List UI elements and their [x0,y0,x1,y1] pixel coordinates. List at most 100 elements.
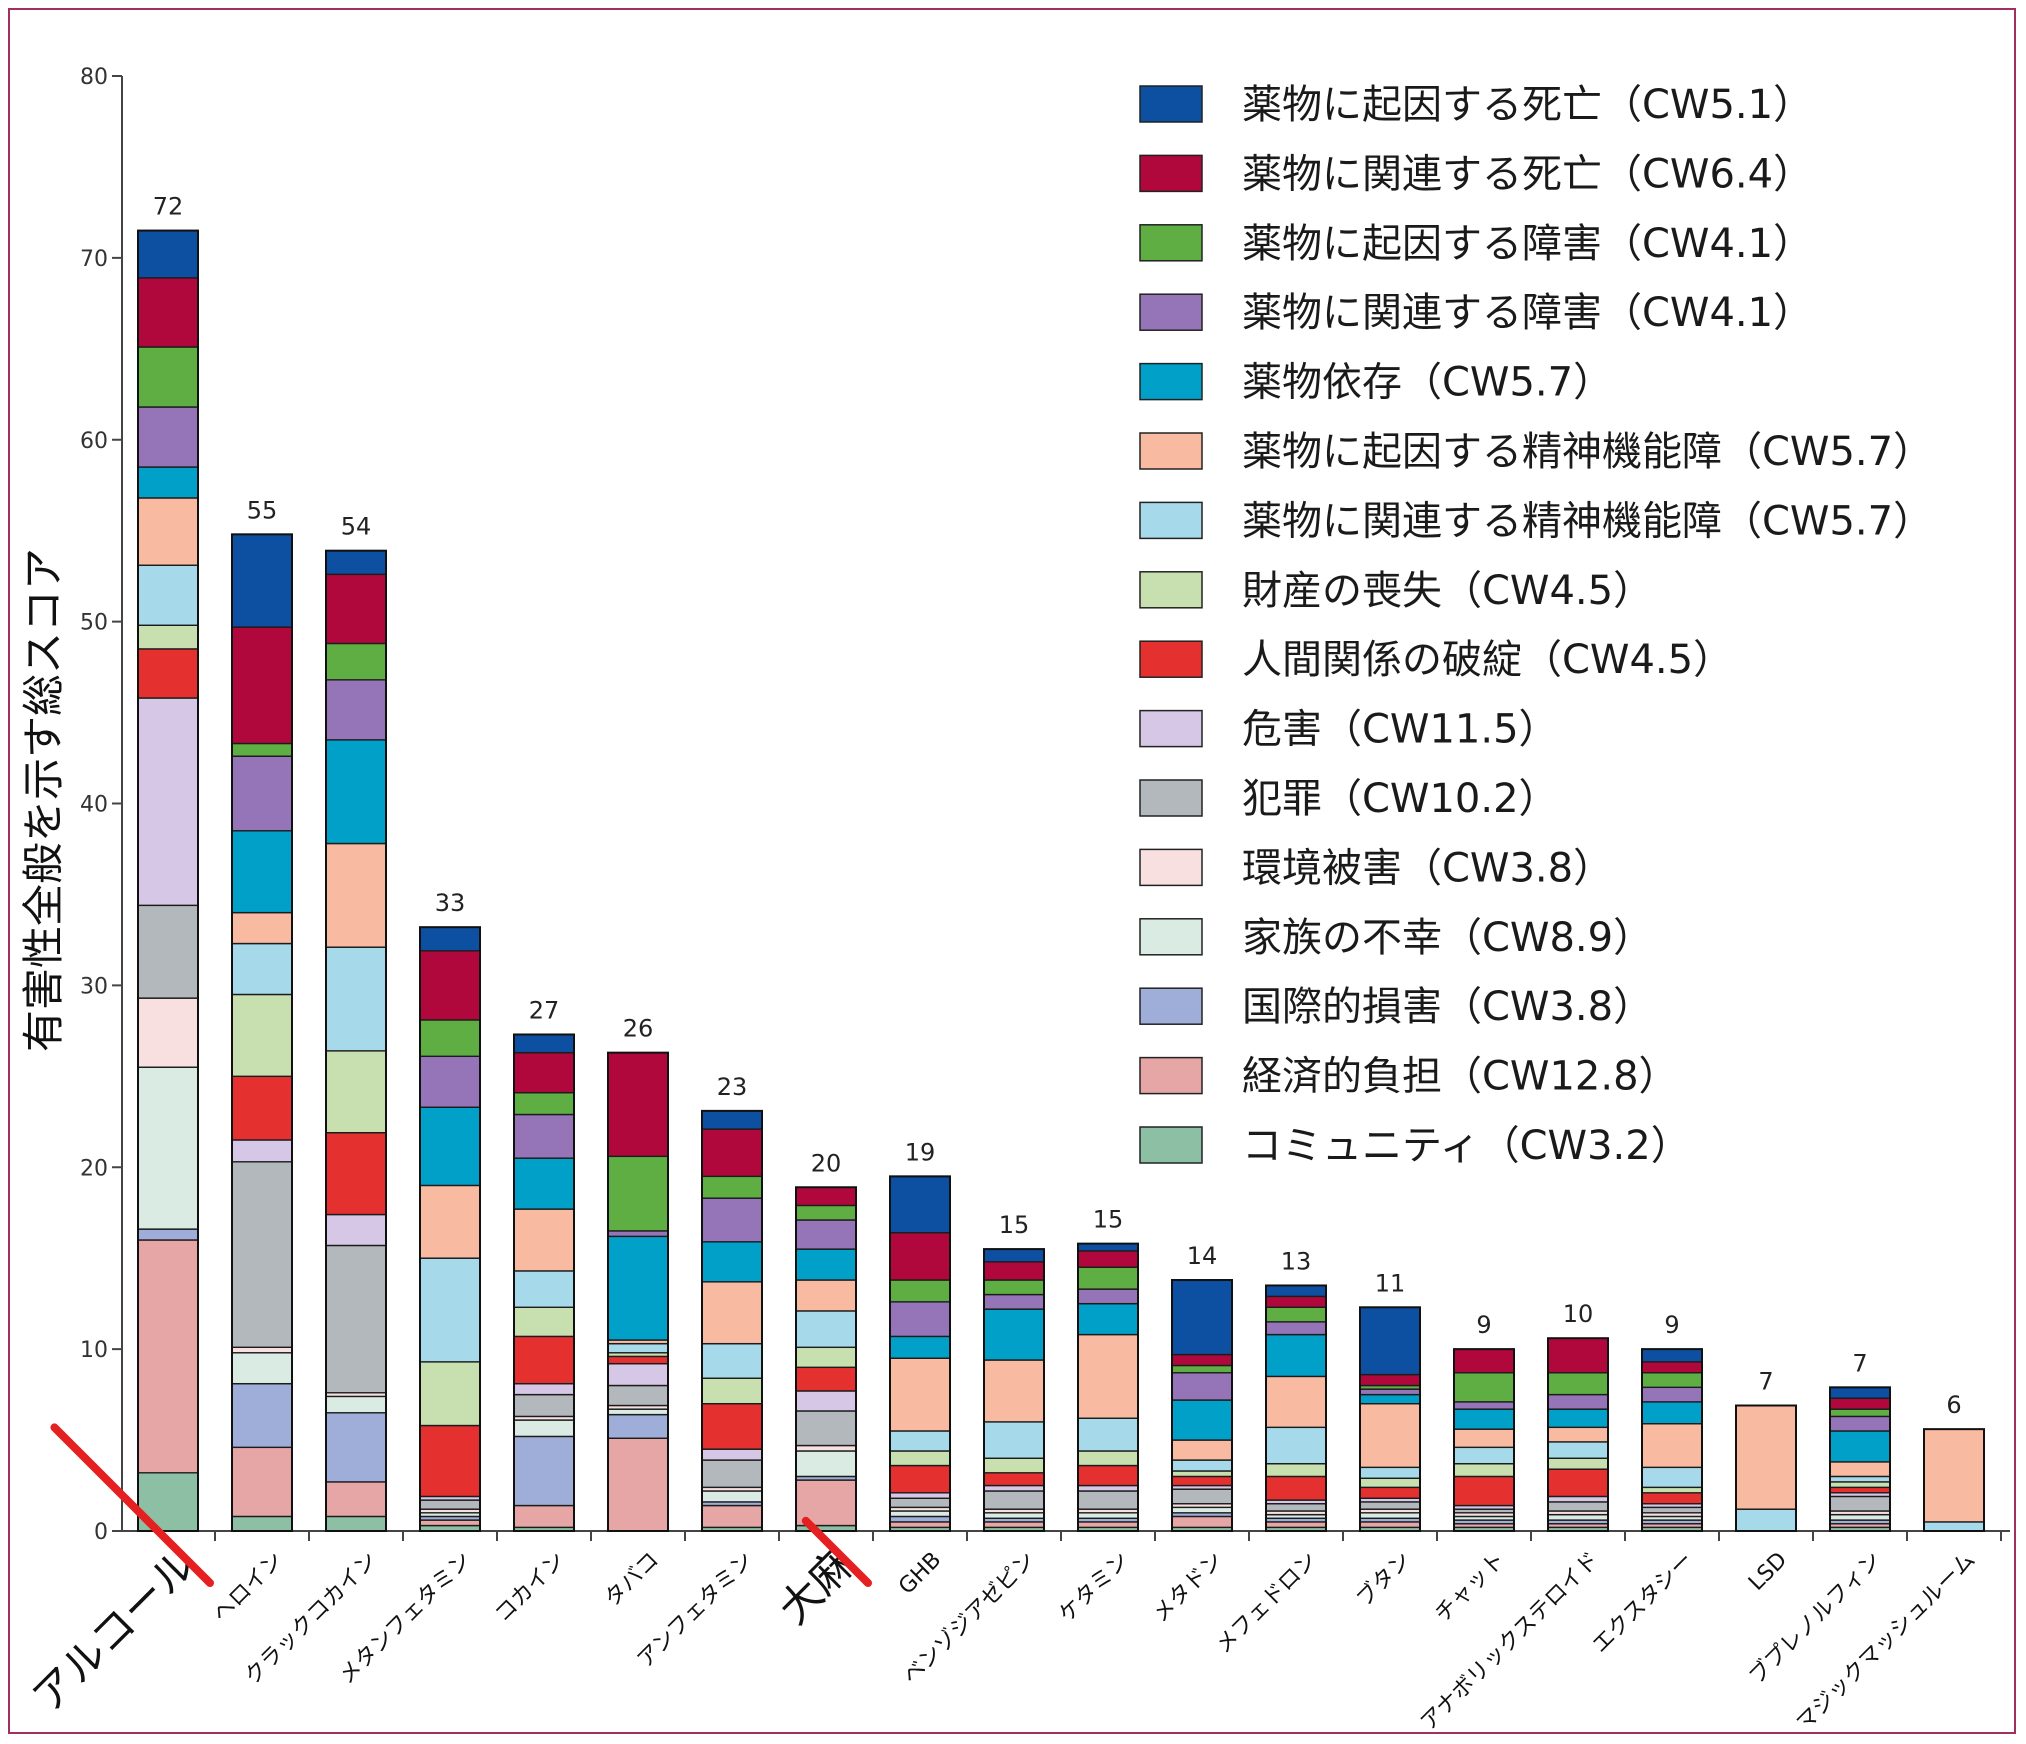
bar-total-label: 10 [1563,1300,1594,1328]
bar-segment [1829,1475,1891,1483]
bar-segment [419,926,481,952]
bar-クラックコカイン: 54 [325,513,387,1532]
bar-segment [889,1279,951,1303]
bar-LSD: 7 [1735,1368,1797,1532]
bar-segment [325,1412,387,1483]
bar-segment [607,1408,669,1416]
bar-segment [795,1310,857,1349]
legend-label: 人間関係の破綻（CW4.5） [1242,637,1733,683]
bar-total-label: 20 [811,1149,842,1177]
bar-total-label: 7 [1758,1368,1773,1396]
y-tick-label: 60 [80,429,108,454]
bar-segment [1453,1428,1515,1449]
bar-segment [701,1459,763,1489]
bar-segment [231,830,293,914]
bar-total-label: 9 [1664,1311,1679,1339]
bar-segment [1547,1372,1609,1396]
bar-outline [1735,1404,1797,1532]
bar-segment [1171,1470,1233,1478]
bar-segment [1077,1490,1139,1510]
y-tick-label: 80 [80,65,108,90]
bar-segment [795,1366,857,1392]
bar-segment [983,1261,1045,1281]
bar-segment [983,1484,1045,1492]
legend-label: 薬物に関連する障害（CW4.1） [1242,290,1813,336]
legend-swatch [1139,154,1203,193]
bar-segment [1359,1388,1421,1396]
bar-segment [701,1448,763,1461]
y-axis-label: 有害性全般を示す総スコア [19,548,68,1052]
bar-segment [1641,1466,1703,1489]
bar-segment [795,1186,857,1207]
bar-ベンゾジアゼピン: 15 [983,1211,1045,1532]
bar-segment [1359,1466,1421,1479]
bar-segment [1547,1441,1609,1459]
bar-segment [607,1155,669,1232]
bar-segment [1359,1486,1421,1499]
bar-segment [1171,1372,1233,1401]
bar-segment [1171,1515,1233,1529]
bar-segment [1359,1477,1421,1489]
bar-segment [1077,1333,1139,1419]
bar-segment [1641,1506,1703,1514]
bar-segment [1829,1495,1891,1512]
bar-segment [1077,1464,1139,1487]
bar-segment [137,1228,199,1241]
bar-segment [983,1421,1045,1459]
bar-segment [419,1184,481,1259]
legend-label: 環境被害（CW3.8） [1242,845,1613,891]
bar-segment [795,1204,857,1221]
bar-total-label: 26 [623,1015,654,1043]
y-tick-label: 10 [80,1338,108,1363]
category-label-メフェドロン: メフェドロン [1211,1548,1322,1659]
bar-segment [795,1346,857,1369]
bar-segment [701,1197,763,1243]
bar-total-label: 7 [1852,1349,1867,1377]
bar-segment [137,466,199,499]
y-tick-label: 0 [94,1520,108,1545]
bar-segment [1829,1415,1891,1432]
bar-segment [1359,1373,1421,1387]
bar-segment [325,946,387,1052]
bar-segment [137,406,199,468]
bar-segment [137,277,199,348]
bar-segment [701,1110,763,1130]
bar-segment [1829,1461,1891,1478]
bar-アルコール: 72 [137,193,199,1532]
bar-segment [795,1248,857,1281]
bar-segment [419,1424,481,1498]
bar-segment [325,1481,387,1518]
legend-swatch [1139,571,1203,609]
bar-segment [701,1281,763,1345]
bar-segment [1171,1506,1233,1514]
bar-segment [983,1512,1045,1519]
bar-total-label: 6 [1946,1391,1961,1419]
bar-segment [983,1359,1045,1423]
bar-segment [1547,1408,1609,1429]
bar-segment [513,1504,575,1529]
bar-segment [1171,1459,1233,1472]
bar-outline [325,549,387,1532]
bar-segment [1453,1348,1515,1374]
bar-outline [701,1109,763,1533]
bar-total-label: 27 [529,996,560,1024]
bar-チャット: 9 [1453,1311,1515,1532]
bar-segment [137,997,199,1068]
bar-segment [513,1382,575,1396]
bar-segment [607,1235,669,1341]
legend-swatch [1139,848,1203,887]
bar-segment [513,1033,575,1054]
bar-segment [701,1504,763,1529]
bar-segment [1359,1306,1421,1376]
legend: 薬物に起因する死亡（CW5.1） 薬物に関連する死亡（CW6.4） 薬物に起因する障… [1139,82,1933,1169]
category-label-マジックマッシュルーム: マジックマッシュルーム [1792,1548,1980,1736]
bar-segment [1077,1266,1139,1290]
bar-segment [231,1161,293,1349]
bar-segment [231,755,293,832]
bar-segment [607,1413,669,1439]
legend-item: 薬物に起因する障害（CW4.1） [1139,221,1813,267]
bar-outline [1359,1306,1421,1532]
bar-segment [325,642,387,681]
bar-segment [1265,1295,1327,1308]
bar-segment [1547,1501,1609,1512]
